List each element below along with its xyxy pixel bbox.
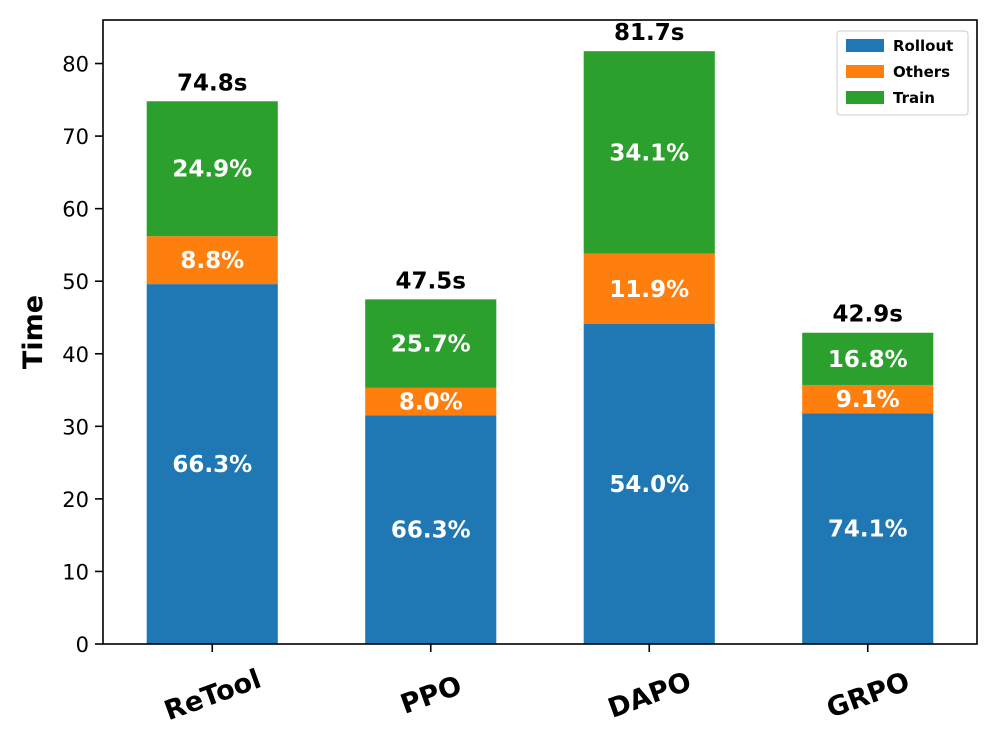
x-tick-label-grpo: GRPO (823, 666, 914, 724)
pct-label-others-dapo: 11.9% (609, 277, 689, 303)
x-tick-label-dapo: DAPO (604, 666, 695, 725)
pct-label-others-retool: 8.8% (180, 248, 244, 274)
y-tick-label-0: 0 (76, 633, 89, 657)
pct-label-rollout-grpo: 74.1% (828, 517, 908, 543)
total-label-retool: 74.8s (177, 70, 247, 96)
bar-train-grpo (802, 332, 934, 385)
bar-others-retool (146, 236, 278, 285)
y-tick-label-40: 40 (62, 343, 89, 367)
y-tick-label-50: 50 (62, 270, 89, 294)
bar-rollout-grpo (802, 413, 934, 644)
bars-layer (146, 51, 934, 644)
total-label-grpo: 42.9s (833, 302, 903, 328)
pct-label-rollout-retool: 66.3% (172, 452, 252, 478)
y-tick-label-70: 70 (62, 125, 89, 149)
legend-swatch-rollout (846, 39, 884, 52)
y-axis-title: Time (18, 295, 49, 369)
y-tick-label-80: 80 (62, 53, 89, 77)
legend: Rollout Others Train (836, 30, 969, 116)
pct-label-rollout-dapo: 54.0% (609, 472, 689, 498)
legend-swatch-others (846, 65, 884, 78)
bar-train-retool (146, 101, 278, 237)
pct-label-train-retool: 24.9% (172, 157, 252, 183)
total-label-dapo: 81.7s (614, 20, 684, 46)
total-label-ppo: 47.5s (396, 268, 466, 294)
pct-label-train-dapo: 34.1% (609, 140, 689, 166)
legend-swatch-train (846, 91, 884, 104)
bar-others-ppo (365, 387, 497, 416)
bar-rollout-dapo (583, 324, 715, 644)
y-tick-label-10: 10 (62, 560, 89, 584)
labels-layer: 66.3% 8.8% 24.9% 74.8s 66.3% 8.0% 25.7% 47.5s 54… (172, 20, 907, 544)
bar-train-ppo (365, 299, 497, 388)
y-tick-label-20: 20 (62, 488, 89, 512)
bar-train-dapo (583, 51, 715, 254)
pct-label-others-grpo: 9.1% (836, 387, 900, 413)
bar-others-dapo (583, 253, 715, 325)
legend-label-others: Others (893, 63, 950, 81)
pct-label-train-grpo: 16.8% (828, 347, 908, 373)
bar-rollout-retool (146, 284, 278, 644)
bar-others-grpo (802, 384, 934, 414)
x-tick-label-ppo: PPO (397, 670, 466, 721)
pct-label-train-ppo: 25.7% (391, 332, 471, 358)
plot-frame (102, 19, 978, 645)
y-tick-label-60: 60 (62, 198, 89, 222)
bar-rollout-ppo (365, 415, 497, 644)
y-tick-label-30: 30 (62, 415, 89, 439)
legend-label-rollout: Rollout (893, 37, 953, 55)
pct-label-others-ppo: 8.0% (399, 390, 463, 416)
pct-label-rollout-ppo: 66.3% (391, 518, 471, 544)
legend-label-train: Train (893, 89, 935, 107)
x-tick-label-retool: ReTool (160, 664, 265, 727)
